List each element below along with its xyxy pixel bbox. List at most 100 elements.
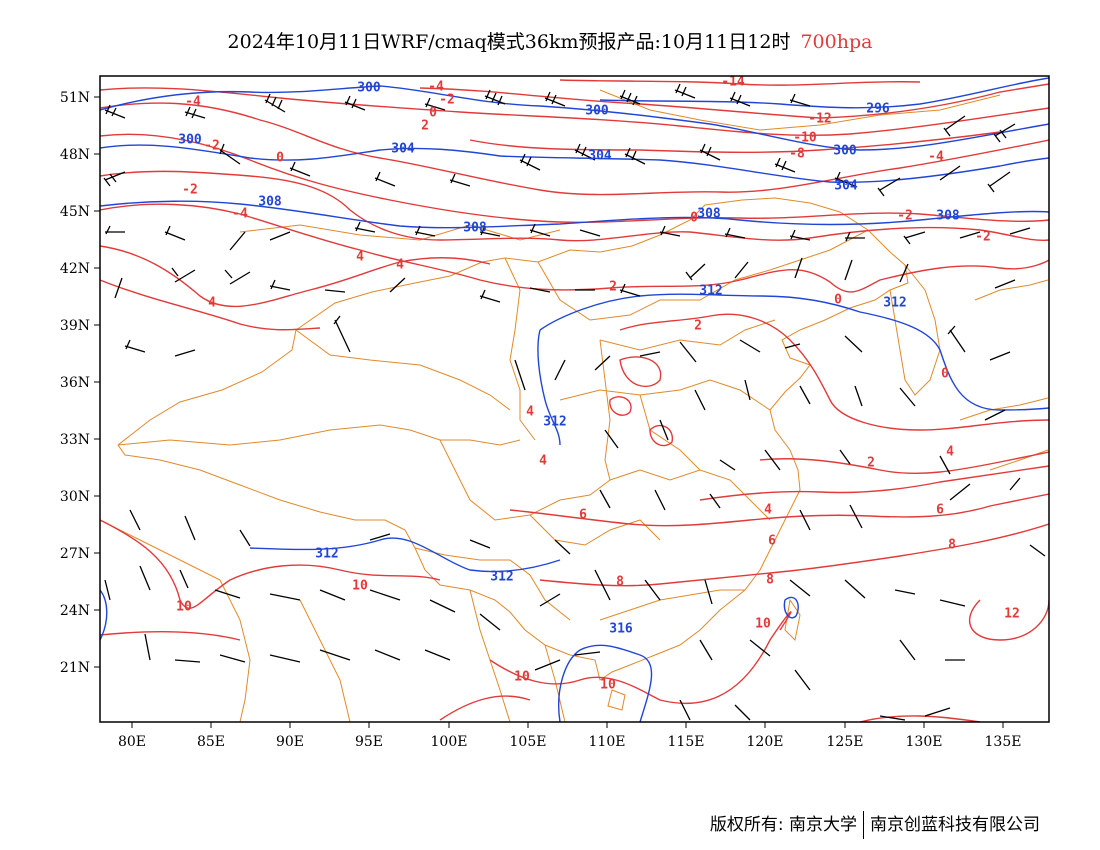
mongolia-border <box>239 224 561 241</box>
lat-label: 30N <box>60 489 90 505</box>
lon-label: 100E <box>431 734 468 750</box>
wind-barb <box>729 91 751 107</box>
lon-label: 115E <box>668 734 705 750</box>
wind-barb <box>849 504 863 529</box>
isotherm-10-west <box>100 519 441 609</box>
isotherm-8 <box>539 523 1049 587</box>
lon-label: 90E <box>276 734 304 750</box>
wind-barb <box>124 339 146 353</box>
wind-barb <box>959 231 981 239</box>
height-label: 312 <box>490 570 513 585</box>
wind-barb <box>604 429 619 449</box>
isotherm-label: 10 <box>514 670 530 685</box>
isotherm-label: -12 <box>808 112 831 127</box>
height-label: 300 <box>178 133 202 148</box>
isotherm-label: 2 <box>609 280 617 295</box>
lat-label: 36N <box>60 375 90 391</box>
north-boundary <box>599 319 776 351</box>
wind-barb <box>624 147 646 165</box>
wind-barb <box>877 177 901 197</box>
height-label: 300 <box>585 104 609 119</box>
wind-barb <box>449 173 471 187</box>
isotherm-label: -4 <box>185 95 201 110</box>
height-312 <box>539 293 1049 411</box>
height-296 <box>599 77 1049 109</box>
height-label: 312 <box>543 415 566 430</box>
height-label: 304 <box>834 179 858 194</box>
isotherm-closed-c <box>619 356 662 388</box>
isotherm-m8 <box>469 131 1001 154</box>
isotherm-label: -4 <box>928 150 944 165</box>
boundaries-layer <box>100 89 1049 722</box>
lat-label: 42N <box>60 261 90 277</box>
wind-barb <box>984 409 1006 421</box>
isotherm-2 <box>100 203 1049 293</box>
isotherm-label: 0 <box>834 293 842 308</box>
isotherm-label: 8 <box>766 573 774 588</box>
wind-barb <box>103 171 126 187</box>
wind-barb <box>799 385 811 405</box>
height-300 <box>100 85 1049 151</box>
wind-barb <box>174 659 201 663</box>
wind-barb <box>699 143 721 161</box>
height-308 <box>100 200 1049 229</box>
wind-barb <box>1009 477 1021 491</box>
isotherm-4-east <box>699 465 1049 501</box>
wind-barb <box>594 569 611 601</box>
wind-barb <box>269 279 291 291</box>
shaanxi-boundary <box>599 339 611 481</box>
wind-barb <box>939 599 966 607</box>
wind-barb <box>685 263 706 281</box>
wind-barb <box>229 231 246 251</box>
isotherm-label: 2 <box>694 319 702 334</box>
wind-barb <box>529 223 551 237</box>
tibet-qinghai-boundary <box>117 424 521 446</box>
isotherm-m10 <box>100 87 1049 136</box>
pressure-level: 700hpa <box>800 31 873 53</box>
wind-barb <box>594 355 611 371</box>
isotherm-m2 <box>100 133 1049 224</box>
isotherm-label: -2 <box>204 139 220 154</box>
isotherm-2-east <box>759 451 1049 474</box>
wind-barb <box>544 91 566 107</box>
wind-barb <box>104 104 126 119</box>
wind-barb <box>739 339 761 353</box>
isotherm-closed-a <box>609 396 632 416</box>
temperature-contours <box>100 79 1049 722</box>
china-outline <box>117 197 909 681</box>
wind-barb <box>264 93 286 113</box>
wind-barb <box>171 267 196 283</box>
wind-barb <box>164 225 186 241</box>
wind-barb <box>319 649 351 661</box>
isotherm-label: 4 <box>356 250 364 265</box>
wind-barb <box>844 259 853 281</box>
lat-label: 24N <box>60 603 90 619</box>
isotherm-label: 2 <box>421 119 429 134</box>
isotherm-label: 8 <box>948 538 956 553</box>
isotherm-label: 2 <box>867 456 875 471</box>
wind-barb <box>789 229 811 241</box>
isotherm-m14 <box>559 79 921 86</box>
hunan-boundary <box>609 469 771 521</box>
isotherm-label: 10 <box>600 678 616 693</box>
lat-label: 51N <box>60 90 90 106</box>
height-label: 308 <box>936 209 960 224</box>
isotherm-far-south <box>439 695 981 722</box>
wind-barb <box>899 263 909 283</box>
wind-barb <box>374 171 396 187</box>
isotherm-label: -2 <box>975 230 991 245</box>
lon-label: 125E <box>827 734 864 750</box>
wind-barb <box>534 659 561 671</box>
wind-barb <box>414 225 436 237</box>
wind-barb <box>899 639 916 661</box>
wind-barbs-layer <box>103 83 1046 721</box>
isotherm-m4 <box>100 102 1049 196</box>
wind-barb <box>674 83 696 99</box>
isotherm-label: 10 <box>176 600 192 615</box>
isotherm-label: 0 <box>941 367 949 382</box>
wind-barb <box>774 157 796 173</box>
isotherm-label: 6 <box>579 508 587 523</box>
wind-barb <box>989 351 1011 361</box>
height-304 <box>100 144 1049 183</box>
